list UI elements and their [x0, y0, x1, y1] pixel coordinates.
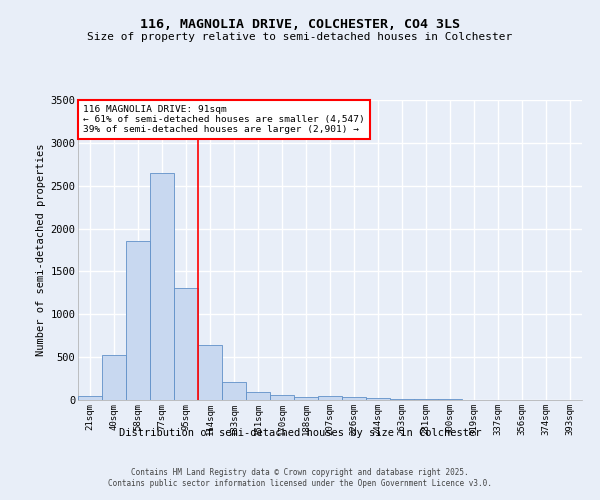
Text: 116, MAGNOLIA DRIVE, COLCHESTER, CO4 3LS: 116, MAGNOLIA DRIVE, COLCHESTER, CO4 3LS [140, 18, 460, 30]
Bar [150, 173, 174, 400]
Bar [78, 396, 102, 400]
Bar [222, 382, 246, 400]
Bar [390, 398, 414, 400]
Text: Distribution of semi-detached houses by size in Colchester: Distribution of semi-detached houses by … [119, 428, 481, 438]
Bar [246, 392, 270, 400]
Y-axis label: Number of semi-detached properties: Number of semi-detached properties [36, 144, 46, 356]
Bar [174, 288, 198, 400]
Bar [318, 396, 342, 400]
Bar [366, 398, 390, 400]
Bar [198, 345, 222, 400]
Bar [270, 396, 294, 400]
Bar [102, 354, 126, 400]
Text: Size of property relative to semi-detached houses in Colchester: Size of property relative to semi-detach… [88, 32, 512, 42]
Text: Contains HM Land Registry data © Crown copyright and database right 2025.
Contai: Contains HM Land Registry data © Crown c… [108, 468, 492, 487]
Text: 116 MAGNOLIA DRIVE: 91sqm
← 61% of semi-detached houses are smaller (4,547)
39% : 116 MAGNOLIA DRIVE: 91sqm ← 61% of semi-… [83, 104, 365, 134]
Bar [342, 398, 366, 400]
Bar [126, 242, 150, 400]
Bar [294, 396, 318, 400]
Bar [414, 399, 438, 400]
